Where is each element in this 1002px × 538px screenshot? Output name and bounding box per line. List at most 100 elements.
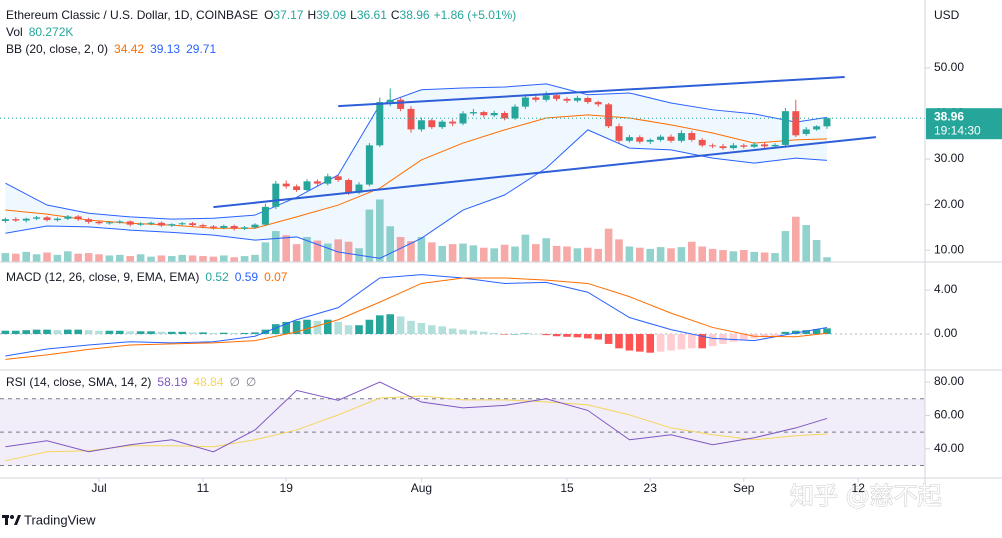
macd-histogram-bar: [95, 330, 103, 335]
candle-body: [823, 118, 831, 127]
volume-bar: [760, 252, 769, 262]
volume-bar: [43, 252, 51, 262]
volume-bar: [95, 254, 103, 262]
bb-legend: BB (20, close, 2, 0) 34.42 39.13 29.71: [6, 42, 216, 56]
candle-body: [64, 216, 72, 219]
bb-upper: [5, 83, 828, 220]
volume-bar: [209, 256, 218, 262]
macd-histogram-bar: [12, 330, 20, 335]
candle-body: [761, 144, 769, 147]
candle-body: [209, 226, 217, 228]
candle-body: [261, 206, 269, 225]
volume-bar: [532, 244, 540, 262]
macd-histogram-bar: [792, 330, 800, 335]
volume-bar: [802, 225, 810, 262]
volume-bar: [708, 248, 717, 262]
rsi-legend: RSI (14, close, SMA, 14, 2) 58.19 48.84 ∅ ∅: [6, 375, 256, 389]
candle-body: [781, 111, 789, 145]
candle-body: [563, 98, 571, 101]
macd-legend: MACD (12, 26, close, 9, EMA, EMA) 0.52 0.5…: [6, 270, 288, 284]
candle-body: [636, 137, 644, 142]
candle-body: [241, 227, 249, 229]
macd-histogram-bar: [251, 332, 259, 335]
candle-body: [199, 225, 207, 227]
volume-bar: [750, 251, 758, 262]
candle-body: [511, 106, 519, 119]
volume-bar: [386, 226, 394, 262]
macd-legend-part: 0.07: [264, 270, 288, 284]
candle-body: [646, 139, 654, 142]
volume-bar: [417, 236, 426, 262]
volume-bar: [469, 245, 478, 262]
macd-histogram-bar: [116, 330, 124, 335]
volume-bar: [563, 246, 571, 262]
candle-body: [53, 218, 61, 221]
volume-bar: [511, 246, 519, 262]
candle-body: [542, 95, 550, 100]
candle-body: [740, 145, 748, 147]
bb-legend-part: 29.71: [186, 42, 216, 56]
header-part: 39.09: [316, 8, 346, 22]
header-part: 38.96: [400, 8, 430, 22]
macd-histogram-bar: [740, 334, 748, 340]
y-tick-label: 40.00: [934, 441, 964, 455]
volume-bar: [552, 245, 561, 262]
macd-histogram-bar: [636, 334, 644, 352]
volume-bar: [64, 251, 72, 262]
volume-bar: [615, 239, 623, 262]
macd-histogram-bar: [438, 326, 446, 335]
y-tick-label: 80.00: [934, 374, 964, 388]
volume-bar: [22, 251, 30, 262]
volume-bar: [240, 256, 249, 262]
volume-bar: [459, 243, 467, 262]
volume-bar: [116, 254, 124, 262]
candle-body: [615, 126, 623, 141]
y-tick-label: 0.00: [934, 326, 958, 340]
header-part: C: [391, 8, 400, 22]
y-tick-label: 60.00: [934, 408, 964, 422]
macd-histogram-bar: [32, 329, 41, 335]
macd-histogram-bar: [136, 331, 145, 335]
volume-bar: [573, 248, 582, 262]
macd-histogram-bar: [469, 330, 478, 335]
mark-layer: [0, 76, 925, 462]
rsi-legend-part: RSI (14, close, SMA, 14, 2): [6, 375, 151, 389]
macd-histogram-bar: [552, 334, 561, 337]
candle-body: [178, 223, 186, 225]
candle-body: [428, 120, 436, 128]
macd-histogram-bar: [417, 323, 426, 335]
volume-bar: [438, 245, 446, 262]
macd-histogram-bar: [272, 324, 280, 335]
candle-body: [677, 133, 685, 141]
candle-body: [605, 104, 613, 127]
volume-bar: [230, 257, 238, 262]
header: Ethereum Classic / U.S. Dollar, 1D, COIN…: [6, 8, 516, 22]
volume-bar: [74, 253, 82, 262]
y-tick-label: 20.00: [934, 197, 964, 211]
macd-histogram-bar: [178, 331, 186, 335]
logo-shape: [10, 515, 14, 519]
candle-body: [116, 221, 124, 223]
volume-bar: [719, 250, 727, 262]
volume-bar: [604, 228, 613, 262]
candle-body: [105, 222, 113, 224]
macd-legend-part: MACD (12, 26, close, 9, EMA, EMA): [6, 270, 199, 284]
candle-body: [376, 102, 384, 146]
macd-histogram-bar: [729, 334, 738, 342]
price-tag-value: 38.96: [934, 109, 964, 123]
macd-histogram-bar: [532, 334, 540, 335]
macd-histogram-bar: [126, 331, 134, 335]
candle-body: [490, 113, 498, 116]
macd-histogram-bar: [667, 334, 675, 351]
macd-histogram-bar: [240, 332, 249, 335]
macd-histogram-bar: [625, 334, 634, 351]
x-tick-label: Jul: [91, 481, 106, 495]
volume-bar: [136, 254, 145, 262]
macd-histogram-bar: [188, 332, 197, 335]
macd-histogram-bar: [199, 332, 207, 335]
volume-bar: [490, 248, 498, 262]
candle-body: [771, 144, 779, 147]
volume-bar: [396, 236, 405, 262]
volume-bar: [636, 247, 644, 262]
candle-body: [698, 139, 706, 146]
